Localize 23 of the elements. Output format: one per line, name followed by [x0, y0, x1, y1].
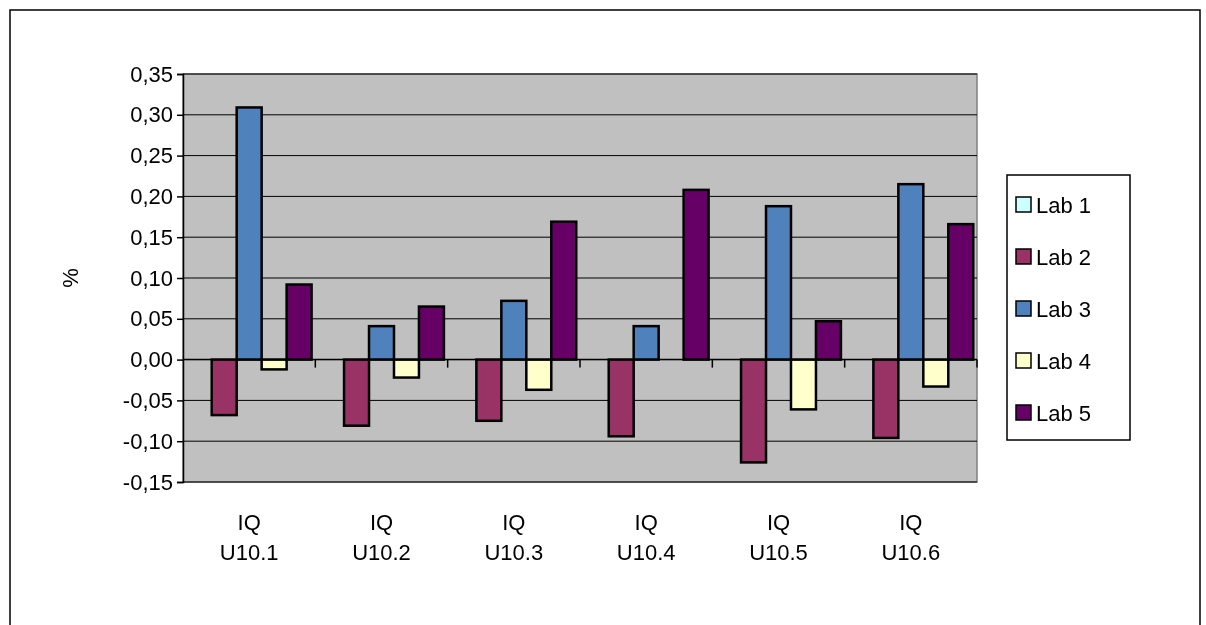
y-tick-label: 0,00	[130, 347, 173, 373]
y-tick-label: 0,10	[130, 265, 173, 291]
y-tick-label: 0,15	[130, 224, 173, 250]
y-tick-label: 0,05	[130, 306, 173, 332]
y-tick-label: 0,20	[130, 183, 173, 209]
legend-label: Lab 5	[1036, 401, 1092, 426]
legend-label: Lab 2	[1036, 245, 1092, 270]
legend-label: Lab 4	[1036, 349, 1092, 374]
x-tick-label: IQ U10.4	[616, 510, 676, 565]
y-tick-label: 0,30	[130, 102, 173, 128]
x-tick-label: IQ U10.3	[484, 510, 544, 565]
y-tick-label: -0,15	[122, 469, 173, 495]
x-tick-label: IQ U10.6	[881, 510, 941, 565]
legend-label: Lab 1	[1036, 193, 1092, 218]
x-tick-label: IQ U10.5	[749, 510, 808, 565]
y-axis-title: %	[58, 268, 83, 288]
legend-label: Lab 3	[1036, 297, 1092, 322]
x-tick-label: IQ U10.1	[219, 510, 279, 565]
y-tick-label: -0,10	[122, 428, 173, 454]
x-tick-label: IQ U10.2	[352, 510, 411, 565]
y-tick-label: 0,35	[130, 61, 173, 87]
y-tick-label: -0,05	[122, 387, 173, 413]
y-tick-label: 0,25	[130, 143, 173, 169]
